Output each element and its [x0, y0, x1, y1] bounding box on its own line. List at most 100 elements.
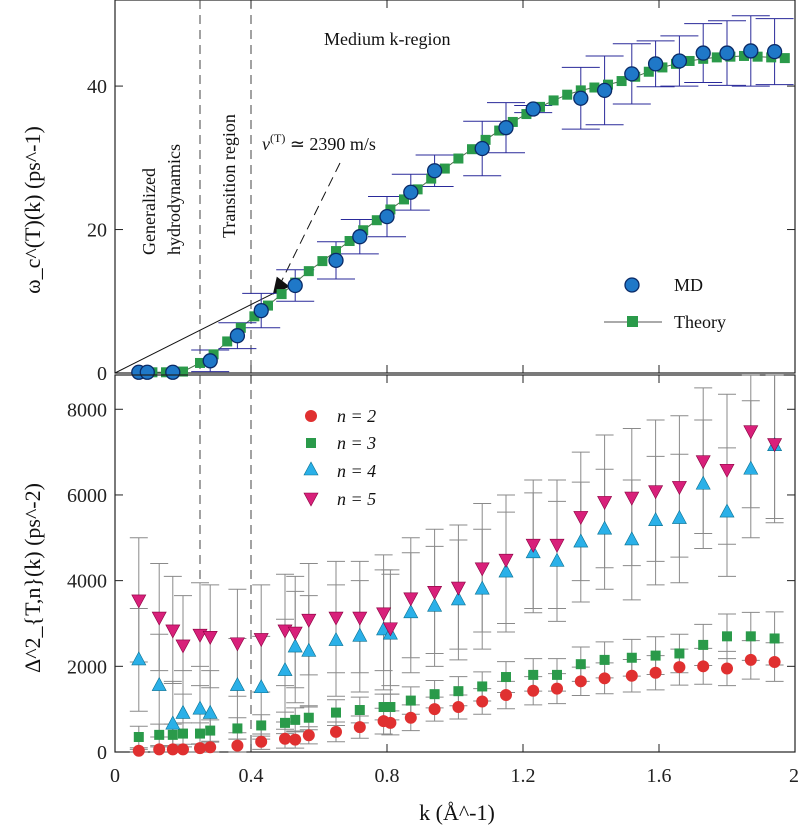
n4-point-11	[328, 631, 344, 646]
md-point-15	[573, 90, 589, 106]
theory-point-15	[344, 236, 355, 247]
n3-point-22	[575, 659, 586, 670]
top-ylabel-text: ω_c^(T)(k) (ps^-1)	[20, 126, 45, 294]
n3-point-23	[599, 654, 610, 665]
n3-point-20	[528, 669, 539, 680]
theory-point-22	[439, 163, 450, 174]
generalized-region-label-2: hydrodynamics	[164, 144, 184, 255]
legend-theory-marker	[627, 316, 638, 327]
md-point-1	[139, 364, 155, 380]
n5-point-1	[151, 611, 167, 626]
bottom-ytick-label-1: 2000	[67, 656, 107, 678]
n4-point-22	[573, 533, 589, 548]
theory-point-14	[331, 246, 341, 257]
theory-point-13	[317, 256, 328, 267]
n5-point-24	[624, 491, 640, 506]
legend-md-marker	[624, 277, 640, 293]
n4-point-9	[287, 638, 303, 653]
md-point-18	[647, 56, 664, 72]
bottom-xtick-label-4: 1.6	[647, 765, 672, 787]
md-point-12	[474, 140, 490, 157]
velocity-label: v(T) ≃ 2390 m/s	[262, 131, 376, 154]
theory-point-35	[616, 76, 627, 87]
n3-point-26	[674, 648, 685, 659]
theory-point-4	[195, 357, 205, 368]
n4-point-15	[403, 604, 419, 619]
theory-point-40	[684, 55, 695, 66]
n3-point-29	[745, 631, 756, 642]
xlabel: k (Å^-1)	[419, 800, 495, 825]
n2-point-4	[194, 742, 206, 755]
n3-point-4	[195, 728, 205, 739]
theory-point-12	[303, 266, 314, 277]
n3-point-2	[167, 729, 178, 740]
theory-point-23	[453, 153, 464, 164]
legend-n5-marker	[303, 492, 319, 507]
n4-point-26	[671, 509, 687, 524]
n5-point-25	[648, 485, 664, 500]
n4-point-18	[474, 580, 490, 595]
top-plot-frame	[114, 0, 796, 374]
n5-point-26	[671, 481, 687, 496]
n4-point-17	[450, 591, 466, 606]
n2-point-23	[598, 672, 611, 685]
md-point-23	[766, 43, 783, 60]
n3-point-30	[769, 633, 780, 644]
bottom-panel: 0 2000 4000 6000 8000 0 0.4 0.8 1.2 1.6 2	[67, 374, 799, 787]
legend-n3-marker	[306, 438, 316, 448]
n5-point-6	[229, 637, 245, 652]
md-point-16	[596, 82, 613, 99]
theory-point-21	[426, 173, 437, 184]
n3-point-7	[256, 720, 267, 731]
n3-point-0	[133, 732, 144, 743]
n4-point-8	[277, 661, 293, 676]
n2-point-10	[302, 729, 315, 742]
n4-point-6	[229, 676, 245, 691]
legend-n4-marker	[303, 461, 319, 476]
n4-point-21	[549, 552, 565, 567]
n2-point-26	[673, 661, 686, 674]
md-point-7	[328, 252, 344, 269]
transition-region-label: Transition region	[219, 114, 239, 238]
theory-point-19	[399, 194, 409, 205]
n5-point-29	[743, 425, 759, 440]
n3-point-10	[303, 712, 314, 723]
n4-point-24	[624, 531, 640, 546]
top-legend: MD Theory	[604, 275, 726, 332]
theory-point-38	[657, 62, 668, 73]
n5-point-19	[498, 553, 514, 568]
n2-point-22	[574, 675, 587, 688]
n3-point-21	[552, 669, 562, 680]
n5-point-15	[403, 592, 419, 607]
n2-point-0	[132, 744, 145, 757]
n5-point-21	[549, 538, 565, 553]
md-point-22	[743, 43, 759, 59]
n3-point-9	[290, 714, 301, 725]
n2-point-16	[428, 703, 441, 716]
md-point-14	[525, 101, 541, 117]
n2-point-25	[649, 666, 662, 679]
n2-point-17	[452, 701, 465, 714]
theory-point-33	[589, 82, 600, 93]
legend-n4-label: n = 4	[337, 461, 376, 481]
theory-point-44	[739, 50, 749, 61]
n5-point-5	[202, 631, 218, 645]
n3-point-8	[280, 717, 290, 728]
n5-point-28	[719, 463, 735, 478]
legend-theory-label: Theory	[674, 312, 726, 332]
bottom-xtick-label-1: 0.4	[239, 765, 264, 787]
theory-point-24	[467, 144, 477, 155]
bottom-ylabel-text: Δ^2_{T,n}(k) (ps^-2)	[20, 483, 45, 673]
n2-point-9	[289, 733, 302, 746]
n2-point-11	[330, 725, 342, 738]
theory-point-31	[562, 89, 573, 100]
n4-point-1	[151, 676, 167, 691]
n2-point-29	[744, 653, 757, 666]
theory-point-37	[643, 66, 654, 77]
n5-point-17	[450, 581, 466, 596]
n4-point-10	[301, 642, 317, 657]
n4-point-0	[131, 651, 147, 666]
n3-point-11	[331, 707, 341, 718]
n3-point-13	[378, 702, 389, 713]
